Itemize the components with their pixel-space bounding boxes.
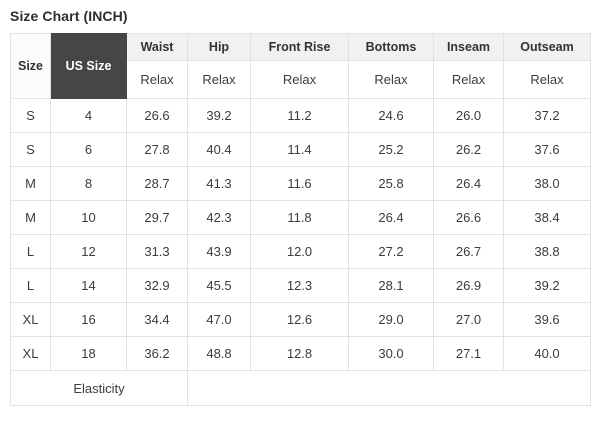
cell: 25.8 [348, 166, 434, 201]
cell: 26.6 [433, 200, 504, 235]
header-hip: Hip [187, 33, 251, 61]
cell: S [10, 132, 51, 167]
header-size: Size [10, 33, 51, 99]
cell: 11.2 [250, 98, 349, 133]
table-row: M 10 29.7 42.3 11.8 26.4 26.6 38.4 [10, 200, 591, 235]
cell: L [10, 234, 51, 269]
relax-subheader: Relax [250, 60, 349, 99]
cell: 27.8 [126, 132, 188, 167]
cell: 28.7 [126, 166, 188, 201]
table-footer: Elasticity [10, 370, 591, 406]
cell: 18 [50, 336, 127, 371]
cell: 24.6 [348, 98, 434, 133]
cell: 25.2 [348, 132, 434, 167]
header-front-rise: Front Rise [250, 33, 349, 61]
header-inseam: Inseam [433, 33, 504, 61]
cell: M [10, 200, 51, 235]
cell: 4 [50, 98, 127, 133]
cell: 47.0 [187, 302, 251, 337]
cell: 27.2 [348, 234, 434, 269]
table-row: S 4 26.6 39.2 11.2 24.6 26.0 37.2 [10, 98, 591, 133]
header-outseam: Outseam [503, 33, 591, 61]
cell: 36.2 [126, 336, 188, 371]
header-row-relax: Relax Relax Relax Relax Relax Relax [11, 60, 591, 99]
size-chart-table: Size US Size Waist Hip Front Rise Bottom… [10, 33, 591, 406]
cell: 12.8 [250, 336, 349, 371]
cell: 26.9 [433, 268, 504, 303]
cell: 29.7 [126, 200, 188, 235]
table-row: L 12 31.3 43.9 12.0 27.2 26.7 38.8 [10, 234, 591, 269]
cell: 34.4 [126, 302, 188, 337]
header-bottoms: Bottoms [348, 33, 434, 61]
table-header: Size US Size Waist Hip Front Rise Bottom… [10, 33, 591, 99]
cell: 12 [50, 234, 127, 269]
cell: M [10, 166, 51, 201]
cell: 26.6 [126, 98, 188, 133]
table-row: S 6 27.8 40.4 11.4 25.2 26.2 37.6 [10, 132, 591, 167]
cell: 12.0 [250, 234, 349, 269]
cell: 41.3 [187, 166, 251, 201]
cell: 26.7 [433, 234, 504, 269]
cell: 27.1 [433, 336, 504, 371]
cell: 39.2 [187, 98, 251, 133]
cell: 40.0 [503, 336, 591, 371]
cell: 38.4 [503, 200, 591, 235]
cell: 32.9 [126, 268, 188, 303]
cell: 28.1 [348, 268, 434, 303]
header-us-size: US Size [50, 33, 127, 99]
relax-subheader: Relax [348, 60, 434, 99]
elasticity-row: Elasticity [10, 370, 591, 406]
size-table-body: S 4 26.6 39.2 11.2 24.6 26.0 37.2 S 6 27.8 40.4 11.4… [10, 98, 591, 371]
cell: 16 [50, 302, 127, 337]
elasticity-label: Elasticity [10, 370, 188, 406]
table-row: M 8 28.7 41.3 11.6 25.8 26.4 38.0 [10, 166, 591, 201]
cell: 26.4 [433, 166, 504, 201]
cell: XL [10, 302, 51, 337]
cell: 39.6 [503, 302, 591, 337]
cell: 11.8 [250, 200, 349, 235]
cell: XL [10, 336, 51, 371]
cell: 11.4 [250, 132, 349, 167]
cell: 12.3 [250, 268, 349, 303]
cell: 40.4 [187, 132, 251, 167]
cell: S [10, 98, 51, 133]
cell: L [10, 268, 51, 303]
cell: 26.2 [433, 132, 504, 167]
cell: 26.0 [433, 98, 504, 133]
cell: 38.8 [503, 234, 591, 269]
relax-subheader: Relax [126, 60, 188, 99]
cell: 10 [50, 200, 127, 235]
cell: 31.3 [126, 234, 188, 269]
header-row-main: Size US Size Waist Hip Front Rise Bottom… [10, 33, 591, 99]
table-row: XL 16 34.4 47.0 12.6 29.0 27.0 39.6 [10, 302, 591, 337]
header-waist: Waist [126, 33, 188, 61]
cell: 8 [50, 166, 127, 201]
relax-subheader: Relax [433, 60, 504, 99]
cell: 37.6 [503, 132, 591, 167]
cell: 38.0 [503, 166, 591, 201]
relax-subheader: Relax [503, 60, 591, 99]
cell: 37.2 [503, 98, 591, 133]
table-row: XL 18 36.2 48.8 12.8 30.0 27.1 40.0 [10, 336, 591, 371]
cell: 12.6 [250, 302, 349, 337]
relax-subheader: Relax [187, 60, 251, 99]
elasticity-empty-cell [187, 370, 591, 406]
table-row: L 14 32.9 45.5 12.3 28.1 26.9 39.2 [10, 268, 591, 303]
cell: 27.0 [433, 302, 504, 337]
cell: 45.5 [187, 268, 251, 303]
cell: 48.8 [187, 336, 251, 371]
cell: 43.9 [187, 234, 251, 269]
cell: 29.0 [348, 302, 434, 337]
cell: 42.3 [187, 200, 251, 235]
cell: 14 [50, 268, 127, 303]
page-title: Size Chart (INCH) [10, 8, 128, 24]
cell: 11.6 [250, 166, 349, 201]
cell: 26.4 [348, 200, 434, 235]
cell: 6 [50, 132, 127, 167]
cell: 39.2 [503, 268, 591, 303]
cell: 30.0 [348, 336, 434, 371]
